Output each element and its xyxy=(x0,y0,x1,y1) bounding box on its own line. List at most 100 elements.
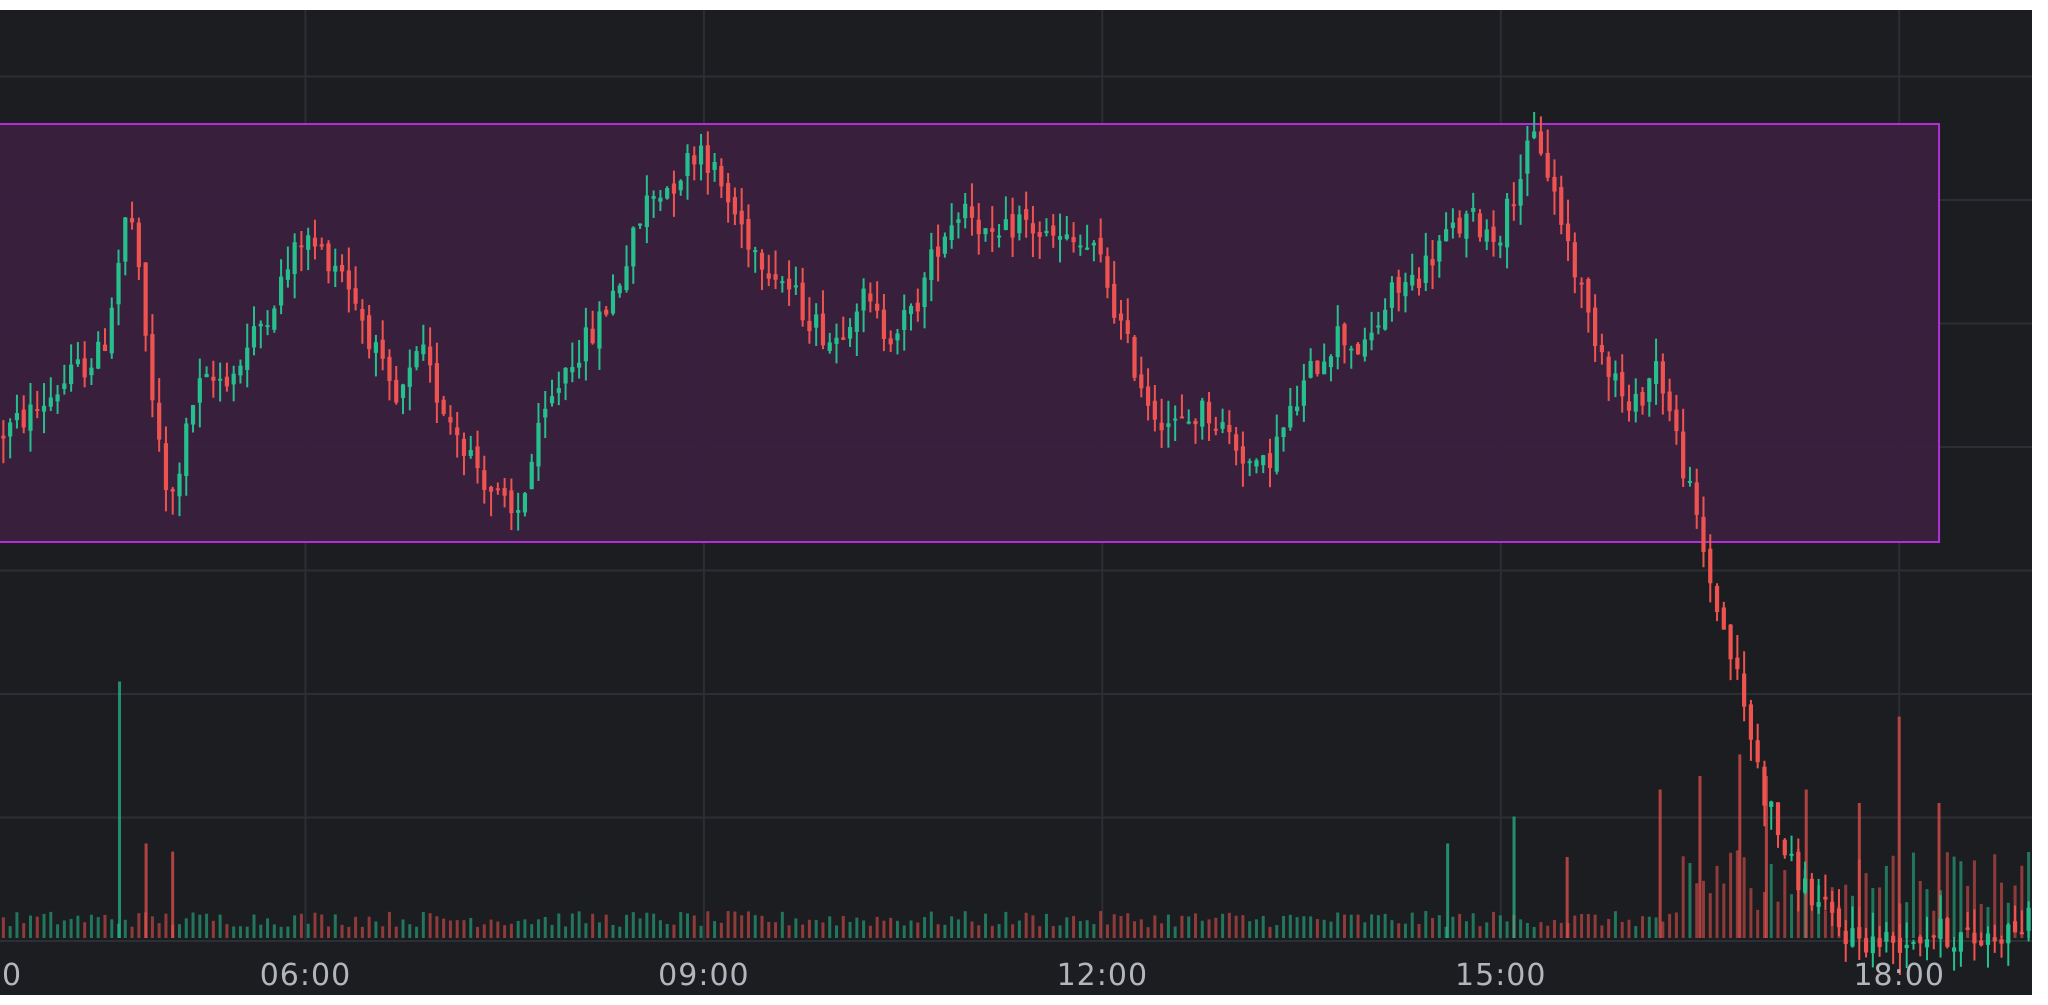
candle-body xyxy=(651,196,656,199)
candle-body xyxy=(353,288,358,304)
volume-spike xyxy=(171,851,175,938)
volume-bar xyxy=(448,920,452,938)
volume-bar xyxy=(28,915,32,938)
candle-body xyxy=(1918,936,1923,944)
volume-bar xyxy=(1248,921,1252,938)
candle-body xyxy=(766,273,771,279)
candle-body xyxy=(1640,392,1645,406)
x-tick-label: 12:00 xyxy=(1057,958,1148,993)
candle-body xyxy=(1897,937,1903,953)
volume-bar xyxy=(584,923,588,938)
candle-body xyxy=(1958,932,1963,952)
volume-bar xyxy=(1864,873,1868,938)
volume-bar xyxy=(1641,916,1645,938)
volume-bar xyxy=(2027,851,2031,938)
candle-body xyxy=(719,166,724,187)
candle-body xyxy=(658,197,663,202)
volume-bar xyxy=(137,913,141,938)
candle-body xyxy=(549,396,555,404)
volume-bar xyxy=(1119,916,1123,938)
candle-body xyxy=(1660,361,1665,394)
candle-body xyxy=(1267,453,1273,468)
volume-bar xyxy=(1464,921,1468,938)
volume-bar xyxy=(313,912,317,938)
candle-body xyxy=(644,195,649,228)
volume-bar xyxy=(1654,917,1658,938)
volume-bar xyxy=(523,919,527,938)
candle-body xyxy=(1064,234,1069,239)
volume-bar xyxy=(733,911,737,938)
candle-body xyxy=(1159,422,1164,431)
candle-body xyxy=(1579,282,1584,285)
candle-body xyxy=(1748,704,1754,740)
volume-bar xyxy=(22,923,26,938)
volume-bar xyxy=(801,924,805,938)
volume-bar xyxy=(1295,917,1299,938)
volume-bar xyxy=(848,921,852,938)
candle-body xyxy=(1491,226,1496,242)
volume-bar xyxy=(1735,850,1739,938)
volume-bar xyxy=(1329,921,1333,938)
volume-bar xyxy=(1397,923,1401,938)
candle-body xyxy=(1802,878,1808,893)
candle-body xyxy=(2012,921,2018,933)
candle-body xyxy=(773,274,778,280)
candle-body xyxy=(89,367,94,376)
volume-bar xyxy=(679,912,683,938)
candle-body xyxy=(868,293,873,302)
candle-body xyxy=(1355,343,1361,355)
volume-bar xyxy=(889,917,893,938)
candle-body xyxy=(1464,213,1469,239)
x-tick-label: 06:00 xyxy=(260,958,351,993)
volume-spike xyxy=(1897,716,1901,938)
candle-body xyxy=(1572,242,1577,278)
volume-bar xyxy=(625,914,629,938)
volume-bar xyxy=(1478,926,1482,938)
volume-spike xyxy=(1658,789,1662,938)
volume-bar xyxy=(211,920,215,938)
volume-bar xyxy=(1153,915,1157,938)
candle-body xyxy=(1254,460,1259,467)
volume-bar xyxy=(1959,861,1963,938)
volume-bar xyxy=(408,924,412,938)
candle-body xyxy=(1247,461,1252,464)
candle-body xyxy=(895,333,900,341)
candle-body xyxy=(461,438,467,456)
volume-bar xyxy=(266,918,270,938)
candle-body xyxy=(604,309,609,315)
candle-body xyxy=(258,323,263,327)
candle-body xyxy=(177,473,182,497)
volume-bar xyxy=(794,918,798,938)
volume-bar xyxy=(252,914,256,938)
candle-body xyxy=(1863,937,1869,953)
volume-bar xyxy=(360,926,364,938)
volume-bar xyxy=(1634,926,1638,938)
volume-bar xyxy=(936,924,940,938)
volume-bar xyxy=(1505,921,1509,938)
range-zone-rect[interactable] xyxy=(0,123,1941,543)
volume-bar xyxy=(611,924,615,938)
range-zone xyxy=(0,123,1941,543)
volume-bar xyxy=(1193,913,1197,938)
candle-body xyxy=(1213,428,1218,431)
candle-body xyxy=(1518,179,1523,206)
candle-body xyxy=(468,449,473,456)
candle-body xyxy=(726,182,731,203)
volume-bar xyxy=(1180,915,1184,938)
volume-bar xyxy=(279,926,283,938)
candle-body xyxy=(292,242,297,274)
volume-bar xyxy=(89,914,93,938)
candle-body xyxy=(1091,242,1096,246)
volume-bar xyxy=(2006,902,2010,938)
candle-body xyxy=(231,373,236,385)
candle-body xyxy=(407,367,412,387)
volume-bar xyxy=(1891,855,1895,938)
candle-body xyxy=(339,264,345,272)
candle-body xyxy=(1911,942,1916,945)
volume-bar xyxy=(1552,920,1556,938)
candle-body xyxy=(1206,401,1212,424)
volume-bar xyxy=(1315,919,1319,938)
volume-bar xyxy=(1790,894,1794,938)
